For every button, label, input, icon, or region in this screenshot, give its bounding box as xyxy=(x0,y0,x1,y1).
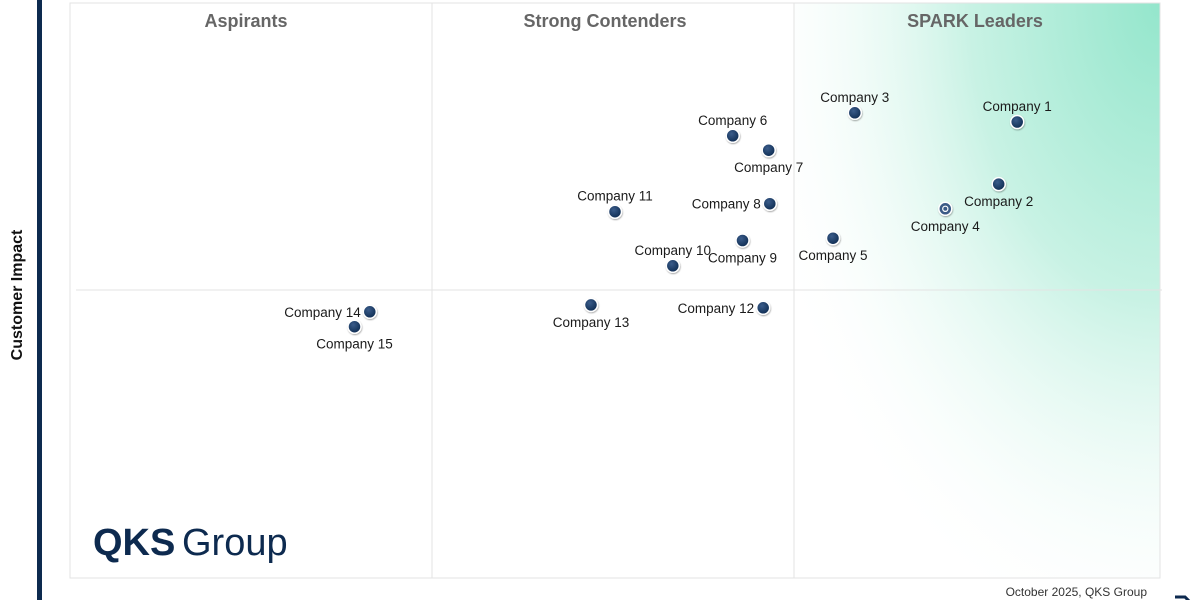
data-point-label: Company 10 xyxy=(635,243,712,258)
data-point-marker xyxy=(938,201,953,217)
data-point-label: Company 2 xyxy=(964,194,1033,209)
data-point: Company 8 xyxy=(692,196,778,212)
data-point-label: Company 5 xyxy=(798,248,867,263)
quadrant-title-spark-leaders: SPARK Leaders xyxy=(907,11,1043,31)
data-point-marker xyxy=(347,319,362,334)
quadrant-title-aspirants: Aspirants xyxy=(204,11,287,31)
data-point: Company 12 xyxy=(678,300,771,316)
data-point: Company 13 xyxy=(553,297,630,330)
logo-qks-text: QKS xyxy=(93,522,175,564)
data-point-label: Company 9 xyxy=(708,251,777,266)
data-point-marker xyxy=(725,128,740,144)
x-axis-arrow-icon xyxy=(1175,595,1191,600)
data-point-label: Company 12 xyxy=(678,301,755,316)
highlight-ring xyxy=(942,205,949,212)
data-point-label: Company 4 xyxy=(911,219,981,234)
data-point: Company 15 xyxy=(316,319,393,352)
data-point-label: Company 8 xyxy=(692,197,761,212)
data-point: Company 7 xyxy=(734,142,803,175)
logo-group-text: Group xyxy=(182,522,288,564)
data-point-marker xyxy=(762,196,778,211)
data-point-marker xyxy=(607,204,623,219)
data-point-label: Company 15 xyxy=(316,337,393,352)
data-points: Company 1 Company 2 Company 3 Company 4 Comp… xyxy=(284,90,1051,352)
data-point: Company 10 xyxy=(635,243,712,274)
data-point: Company 9 xyxy=(708,233,777,266)
data-point-label: Company 3 xyxy=(820,90,889,105)
data-point-label: Company 11 xyxy=(577,189,653,204)
data-point-marker xyxy=(1009,114,1025,130)
data-point: Company 2 xyxy=(964,176,1033,209)
data-point-label: Company 6 xyxy=(698,113,767,128)
data-point: Company 4 xyxy=(911,201,981,234)
data-point-marker xyxy=(583,297,599,313)
data-point-label: Company 7 xyxy=(734,160,803,175)
data-point-marker xyxy=(825,230,841,246)
quadrant-title-strong-contenders: Strong Contenders xyxy=(523,11,686,31)
y-axis-title: Customer Impact xyxy=(9,229,26,360)
qks-group-logo: QKS Group xyxy=(93,522,288,564)
data-point-marker xyxy=(755,300,771,316)
data-point: Company 6 xyxy=(698,113,767,144)
footer-note: October 2025, QKS Group xyxy=(1006,585,1148,599)
data-point: Company 3 xyxy=(820,90,889,121)
data-point-label: Company 14 xyxy=(284,305,361,320)
y-axis-bar xyxy=(37,0,42,600)
data-point-label: Company 1 xyxy=(983,99,1052,114)
data-point-marker xyxy=(362,304,378,320)
data-point: Company 14 xyxy=(284,304,378,320)
data-point: Company 1 xyxy=(983,99,1052,130)
data-point-marker xyxy=(991,176,1006,192)
data-point-marker xyxy=(847,105,863,121)
data-point-marker xyxy=(761,142,776,158)
data-point-label: Company 13 xyxy=(553,315,630,330)
data-point: Company 5 xyxy=(798,230,868,263)
data-point-marker xyxy=(665,258,681,274)
data-point: Company 11 xyxy=(577,189,653,219)
data-point-marker xyxy=(735,233,750,248)
